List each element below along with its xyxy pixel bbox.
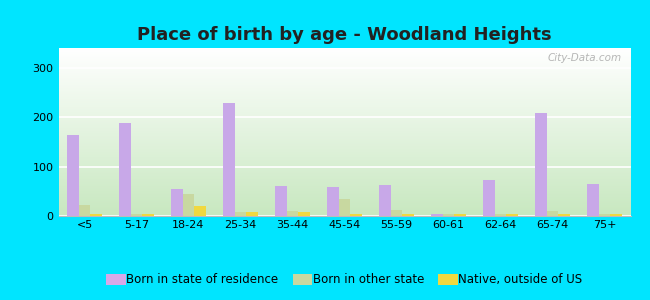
- Bar: [402, 214, 413, 216]
- Bar: [443, 214, 454, 216]
- Title: Place of birth by age - Woodland Heights: Place of birth by age - Woodland Heights: [137, 26, 552, 44]
- Bar: [235, 212, 246, 216]
- Bar: [131, 214, 142, 216]
- Bar: [276, 186, 287, 216]
- Legend: Born in state of residence, Born in other state, Native, outside of US: Born in state of residence, Born in othe…: [101, 269, 588, 291]
- Bar: [484, 180, 495, 216]
- Bar: [588, 184, 599, 216]
- Bar: [558, 214, 569, 216]
- Bar: [350, 214, 361, 216]
- Bar: [610, 214, 621, 216]
- Bar: [90, 214, 101, 216]
- Bar: [599, 214, 610, 216]
- Bar: [391, 210, 402, 216]
- Text: City-Data.com: City-Data.com: [548, 53, 622, 63]
- Bar: [183, 194, 194, 216]
- Bar: [142, 214, 153, 216]
- Bar: [298, 212, 309, 216]
- Bar: [120, 123, 131, 216]
- Bar: [287, 211, 298, 216]
- Bar: [246, 212, 257, 216]
- Bar: [79, 205, 90, 216]
- Bar: [172, 189, 183, 216]
- Bar: [506, 214, 517, 216]
- Bar: [339, 199, 350, 216]
- Bar: [68, 136, 79, 216]
- Bar: [536, 113, 547, 216]
- Bar: [194, 206, 205, 216]
- Bar: [495, 214, 506, 216]
- Bar: [432, 214, 443, 216]
- Bar: [454, 214, 465, 216]
- Bar: [328, 187, 339, 216]
- Bar: [380, 185, 391, 216]
- Bar: [547, 211, 558, 216]
- Bar: [224, 103, 235, 216]
